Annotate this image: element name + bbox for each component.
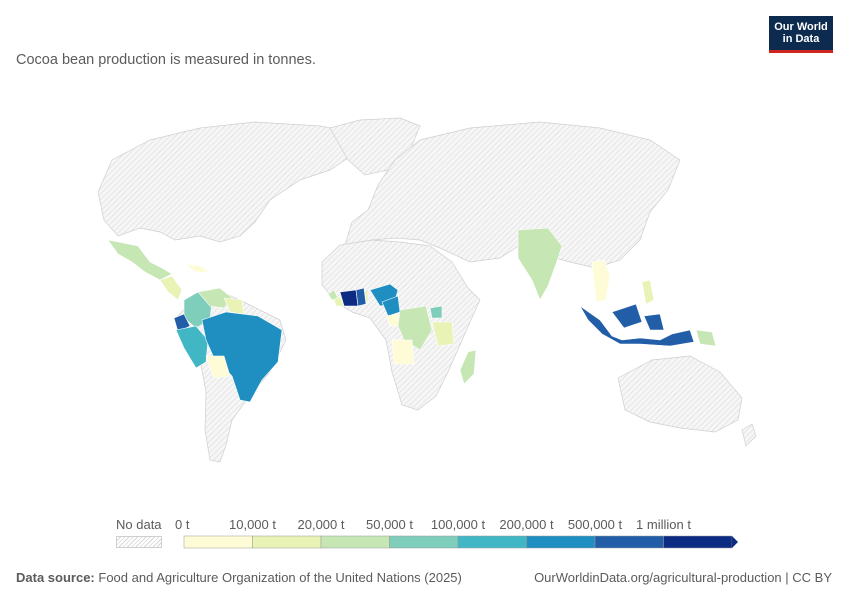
region-bolivia[interactable] bbox=[205, 355, 231, 379]
region-philippines[interactable] bbox=[641, 279, 655, 305]
legend-no-data-swatch bbox=[116, 536, 162, 548]
region-mexico[interactable] bbox=[107, 239, 173, 281]
legend-bin-6[interactable] bbox=[594, 535, 664, 549]
legend-tick-1: 10,000 t bbox=[229, 517, 276, 532]
data-source-text: Food and Agriculture Organization of the… bbox=[98, 570, 462, 585]
logo-line-1: Our World bbox=[774, 21, 828, 33]
region-madagascar[interactable] bbox=[459, 349, 477, 385]
producer-regions bbox=[107, 227, 717, 403]
legend-tick-7: 1 million t bbox=[636, 517, 691, 532]
map-subtitle: Cocoa bean production is measured in ton… bbox=[16, 52, 316, 68]
region-dr-congo[interactable] bbox=[397, 305, 433, 351]
australia-landmass bbox=[617, 355, 743, 433]
region-papua-new-guinea[interactable] bbox=[695, 329, 717, 347]
legend-bin-1[interactable] bbox=[252, 535, 322, 549]
legend-tick-6: 500,000 t bbox=[567, 517, 623, 532]
world-map[interactable] bbox=[0, 100, 850, 470]
region-uganda[interactable] bbox=[429, 305, 443, 319]
legend-tick-4: 100,000 t bbox=[430, 517, 486, 532]
legend-tick-3: 50,000 t bbox=[366, 517, 413, 532]
data-source-label: Data source: bbox=[16, 570, 95, 585]
region-angola[interactable] bbox=[391, 339, 415, 365]
legend-color-scale bbox=[183, 535, 738, 549]
eurasia-landmass bbox=[344, 121, 681, 269]
logo-line-2: in Data bbox=[782, 33, 820, 45]
region-togo[interactable] bbox=[364, 289, 369, 303]
region-peru[interactable] bbox=[175, 325, 209, 369]
legend-bin-3[interactable] bbox=[389, 535, 459, 549]
legend-bin-5[interactable] bbox=[526, 535, 596, 549]
region-indonesia[interactable] bbox=[579, 303, 695, 347]
region-ghana[interactable] bbox=[355, 287, 367, 307]
legend-open-end-arrow bbox=[732, 536, 738, 548]
legend-bin-7[interactable] bbox=[663, 535, 733, 549]
region-ecuador[interactable] bbox=[173, 313, 191, 333]
map-legend: No data 0 t 10,000 t 20,000 t 50,000 t 100,0… bbox=[0, 515, 850, 555]
legend-no-data-label: No data bbox=[116, 517, 162, 532]
region-central-america[interactable] bbox=[159, 275, 183, 301]
region-brazil[interactable] bbox=[201, 311, 283, 403]
region-tanzania[interactable] bbox=[431, 321, 455, 347]
new-zealand-landmass bbox=[741, 423, 757, 447]
region-caribbean[interactable] bbox=[184, 263, 212, 273]
region-india[interactable] bbox=[517, 227, 563, 301]
legend-tick-2: 20,000 t bbox=[297, 517, 345, 532]
legend-tick-0: 0 t bbox=[175, 517, 190, 532]
region-vietnam[interactable] bbox=[591, 259, 611, 303]
legend-bin-2[interactable] bbox=[320, 535, 390, 549]
legend-bin-0[interactable] bbox=[183, 535, 253, 549]
north-america-landmass bbox=[97, 121, 361, 243]
no-data-landmasses bbox=[97, 117, 757, 463]
footer-data-source: Data source: Food and Agriculture Organi… bbox=[16, 570, 462, 585]
legend-tick-5: 200,000 t bbox=[499, 517, 554, 532]
owid-logo[interactable]: Our World in Data bbox=[769, 16, 833, 53]
footer-url[interactable]: OurWorldinData.org/agricultural-producti… bbox=[534, 570, 832, 585]
legend-bin-4[interactable] bbox=[457, 535, 527, 549]
